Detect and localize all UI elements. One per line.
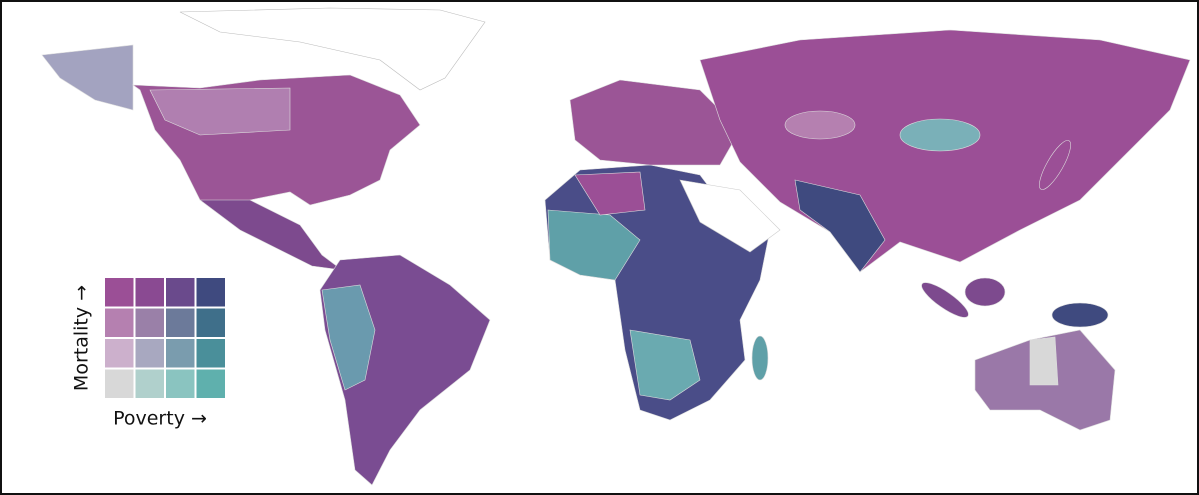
legend-x-label: Poverty → (113, 408, 207, 430)
legend-cell (105, 339, 134, 368)
legend-cell (166, 278, 195, 307)
papua (1051, 302, 1109, 328)
southern-africa (629, 329, 701, 401)
legend-y-label: Mortality → (71, 285, 93, 391)
legend-cell (135, 339, 164, 368)
legend-cell (196, 369, 225, 398)
legend-cell (105, 278, 134, 307)
legend-cell (196, 308, 225, 337)
countries (41, 7, 1191, 486)
mongolia (899, 118, 981, 152)
japan (1039, 140, 1071, 190)
europe (569, 79, 741, 166)
arabia (679, 179, 781, 253)
legend-cell (135, 369, 164, 398)
legend-cell (196, 339, 225, 368)
north-africa (574, 171, 646, 216)
south-america-west (321, 284, 376, 391)
borneo (964, 277, 1006, 307)
sumatra (921, 282, 969, 318)
australia-centre (1029, 336, 1059, 386)
kazakhstan (784, 110, 856, 140)
legend-cell (166, 339, 195, 368)
alaska (41, 44, 134, 111)
legend (105, 278, 225, 398)
south-asia (794, 179, 886, 273)
legend-cell (166, 308, 195, 337)
legend-cell (135, 278, 164, 307)
legend-cell (105, 308, 134, 337)
canada-west (149, 87, 291, 136)
madagascar (751, 335, 769, 381)
legend-cell (105, 369, 134, 398)
legend-cell (166, 369, 195, 398)
west-africa (547, 209, 641, 281)
greenland (179, 7, 486, 91)
legend-cell (196, 278, 225, 307)
legend-cell (135, 308, 164, 337)
